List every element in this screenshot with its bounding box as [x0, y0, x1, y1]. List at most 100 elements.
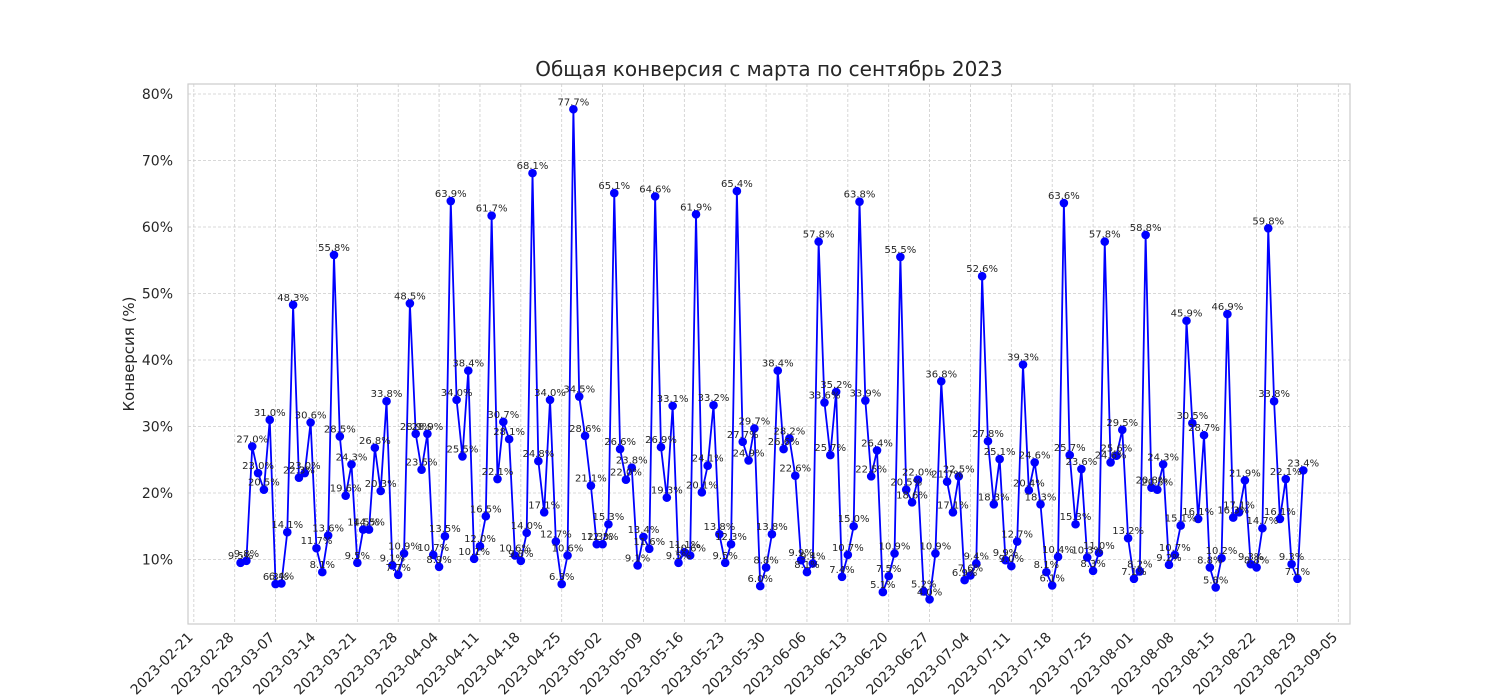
data-label: 61.7% [476, 204, 508, 215]
data-label: 21.7% [931, 470, 963, 481]
data-point [1112, 451, 1121, 461]
data-point [1188, 418, 1197, 428]
data-label: 10.9% [879, 542, 911, 553]
data-point [551, 537, 561, 546]
data-point [364, 525, 374, 534]
data-point [1123, 533, 1133, 543]
data-label: 52.6% [966, 264, 998, 275]
data-label: 9.9% [993, 548, 1018, 559]
data-point [1153, 485, 1162, 494]
data-label: 22.6% [779, 464, 811, 475]
data-point [539, 507, 549, 517]
data-label: 33.8% [371, 389, 403, 400]
data-point [633, 561, 642, 570]
data-label: 9.5% [666, 551, 691, 562]
data-label: 9.5% [228, 551, 253, 562]
data-point [393, 570, 403, 580]
data-label: 28.6% [569, 424, 601, 435]
data-label: 14.7% [1247, 516, 1279, 527]
data-point [1158, 460, 1168, 469]
data-label: 29.5% [1106, 418, 1138, 429]
data-point [370, 443, 380, 453]
data-point [493, 474, 502, 484]
data-label: 48.3% [277, 293, 309, 304]
data-point [849, 521, 858, 531]
data-point [1007, 561, 1016, 571]
data-label: 20.5% [890, 478, 922, 489]
data-label: 25.7% [1054, 443, 1086, 454]
data-point [382, 396, 391, 406]
data-label: 12.3% [587, 532, 619, 543]
data-label: 10.4% [1042, 545, 1074, 556]
data-label: 13.6% [312, 524, 344, 535]
data-point [691, 210, 701, 219]
data-point [977, 271, 987, 281]
data-point [685, 551, 695, 560]
data-label: 55.8% [318, 243, 350, 254]
data-label: 18.6% [896, 490, 928, 501]
data-label: 5.8% [1203, 575, 1228, 586]
data-point [1071, 519, 1080, 529]
data-label: 5.2% [911, 579, 936, 590]
data-label: 63.9% [435, 189, 467, 200]
data-point [983, 436, 993, 446]
data-label: 48.5% [394, 291, 426, 302]
data-point [942, 477, 952, 486]
data-point [656, 442, 666, 452]
data-label: 6.3% [263, 572, 288, 583]
y-tick-label: 70% [142, 153, 173, 169]
data-point [598, 539, 607, 549]
data-point [779, 444, 788, 454]
data-point [282, 527, 292, 537]
data-point [1129, 574, 1139, 584]
data-point [1211, 583, 1220, 592]
data-label: 11.7% [301, 536, 333, 547]
data-point [971, 559, 981, 568]
data-label: 5.1% [870, 580, 895, 591]
data-label: 14.0% [511, 521, 543, 532]
data-point [720, 558, 730, 568]
data-label: 22.0% [610, 468, 642, 479]
data-label: 36.8% [925, 369, 957, 380]
data-label: 6.3% [549, 572, 574, 583]
data-point [715, 529, 724, 539]
data-point [878, 587, 888, 597]
data-point [347, 460, 356, 469]
data-label: 15.3% [1060, 512, 1092, 523]
data-point [312, 543, 321, 553]
data-point [247, 442, 257, 451]
data-label: 17.1% [1223, 500, 1255, 511]
data-point [790, 471, 800, 480]
data-point [1036, 499, 1045, 509]
data-label: 7.1% [1121, 567, 1146, 578]
data-label: 23.0% [242, 461, 274, 472]
data-label: 27.0% [236, 434, 268, 445]
data-point [516, 556, 526, 566]
y-tick-label: 40% [142, 353, 173, 369]
data-label: 77.7% [557, 97, 589, 108]
data-label: 29.7% [739, 416, 771, 427]
data-label: 10.6% [674, 544, 706, 555]
data-point [1223, 309, 1232, 319]
y-axis-ticks: 10% 20% 30% 40% 50% 60% 70% 80% [142, 87, 173, 569]
data-label: 28.7% [1188, 423, 1220, 434]
data-label: 26.9% [645, 435, 677, 446]
data-point [919, 587, 929, 596]
data-point [469, 554, 479, 564]
data-label: 63.6% [1048, 191, 1080, 202]
data-label: 19.6% [330, 484, 362, 495]
data-label: 38.4% [452, 359, 484, 370]
data-point [732, 186, 742, 196]
data-label: 12.3% [581, 532, 613, 543]
data-point [644, 544, 654, 554]
data-label: 17.1% [528, 500, 560, 511]
data-point [861, 396, 870, 405]
data-label: 10.7% [832, 543, 864, 554]
data-label: 22.1% [1270, 467, 1302, 478]
data-label: 25.1% [984, 447, 1016, 458]
data-label: 24.3% [336, 452, 368, 463]
data-point [563, 551, 572, 560]
data-label: 34.0% [534, 388, 566, 399]
data-point [1182, 316, 1191, 326]
data-label: 13.2% [1112, 526, 1144, 537]
